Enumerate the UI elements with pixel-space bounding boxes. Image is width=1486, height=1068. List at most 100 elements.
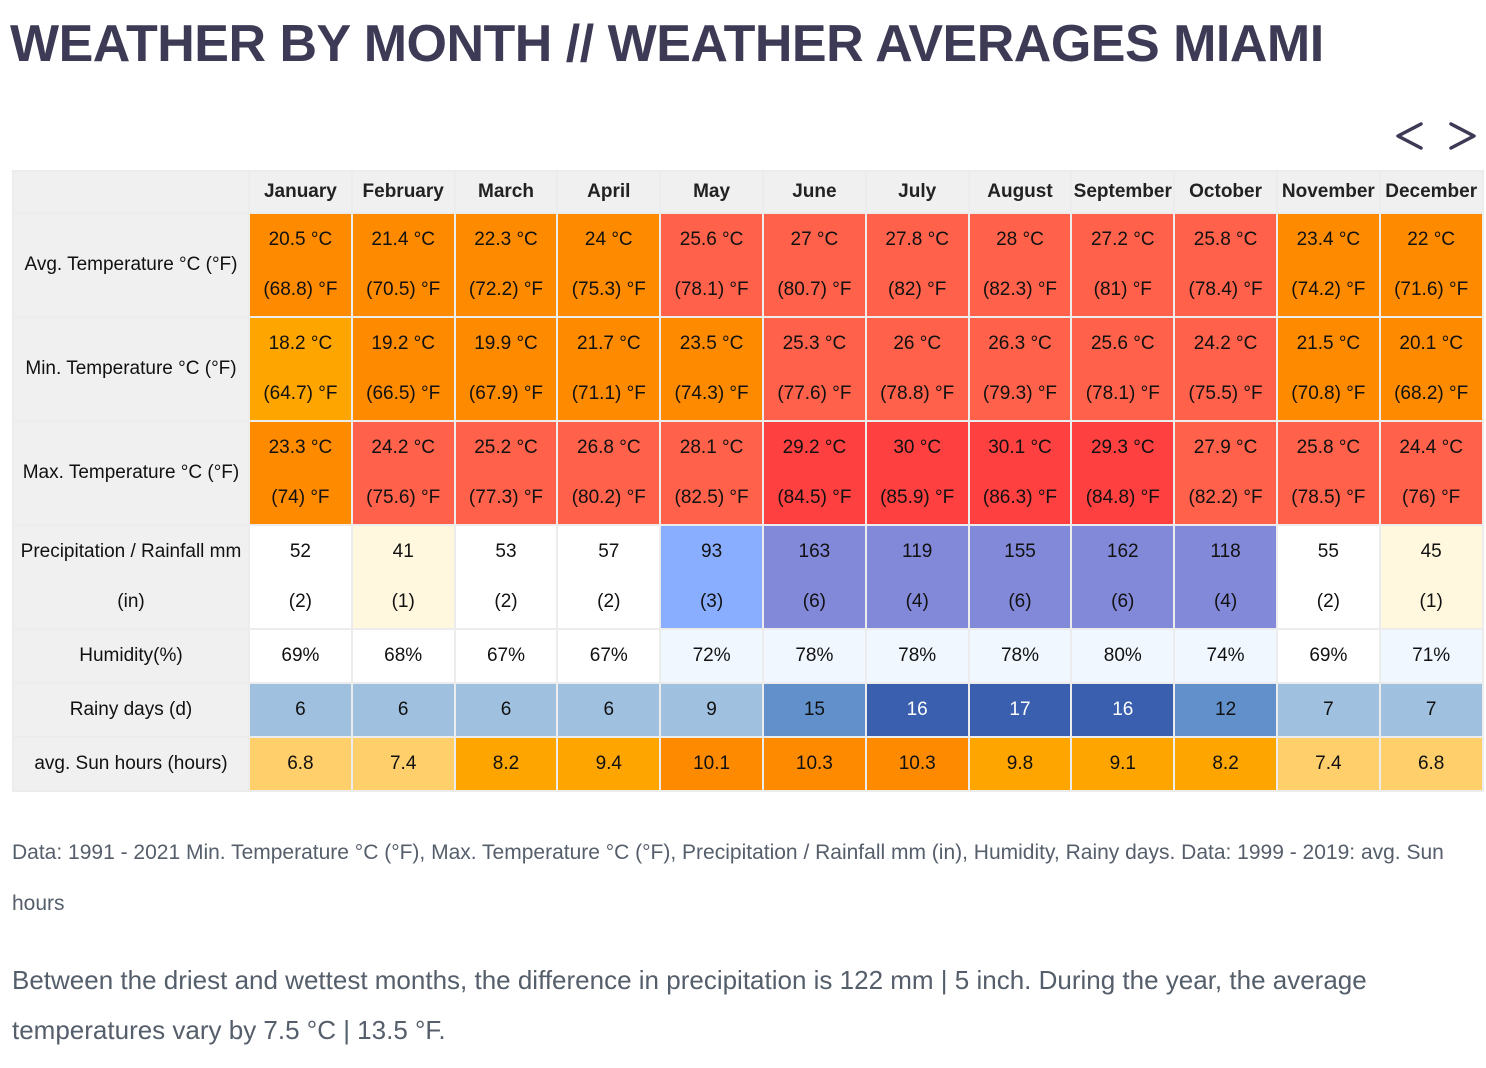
table-cell: 71% [1378,628,1484,684]
cell-value-secondary: (4) [1213,591,1238,612]
cell-value: 10.3 [898,753,936,774]
table-cell: 16 [864,682,970,738]
cell-value: 71% [1412,645,1451,666]
table-cell: 16 [1070,682,1176,738]
cell-value: 27.9 °C [1193,437,1258,458]
cell-value-secondary: (4) [905,591,929,612]
row-label: Humidity(%) [12,628,250,684]
table-cell: 74% [1173,628,1278,684]
cell-value: 8.2 [1212,753,1239,774]
cell-value-secondary: (72.2) °F [468,279,544,300]
cell-value-secondary: (78.5) °F [1291,487,1366,508]
table-cell: 27.9 °C (82.2) °F [1173,420,1278,526]
weather-table: January February March April May June July Augu… [12,170,1484,792]
table-cell: 21.5 °C (70.8) °F [1275,316,1381,422]
table-cell: 20.1 °C (68.2) °F [1378,316,1484,422]
cell-value-secondary: (85.9) °F [880,487,955,508]
cell-value-secondary: (86.3) °F [982,487,1058,508]
cell-value-secondary: (74) °F [271,487,330,508]
cell-value-secondary: (78.4) °F [1188,279,1263,300]
table-cell: 10.3 [864,736,970,792]
cell-value-secondary: (1) [1419,591,1443,612]
table-cell: 67% [453,628,559,684]
table-row-rainy-days: Rainy days (d) 6 6 6 6 9 15 16 17 16 12 7 7 [12,682,1484,738]
cell-value-secondary: (2) [494,591,518,612]
cell-value: 16 [906,699,928,720]
cell-value: 67% [486,645,525,666]
table-row-min-temp: Min. Temperature °C (°F) 18.2 °C (64.7) °F… [12,316,1484,422]
cell-value: 9.1 [1109,753,1136,774]
month-header-september: September [1070,170,1176,214]
table-cell: 68% [350,628,456,684]
cell-value: 67% [589,645,628,666]
table-cell: 25.6 °C (78.1) °F [1070,316,1176,422]
table-cell: 29.3 °C (84.8) °F [1070,420,1176,526]
cell-value: 27 °C [790,229,839,250]
row-label: Rainy days (d) [12,682,250,738]
cell-value: 27.2 °C [1090,229,1155,250]
next-button[interactable] [1440,110,1486,162]
table-cell: 25.8 °C (78.5) °F [1275,420,1381,526]
cell-value: 25.8 °C [1193,229,1258,250]
table-cell: 6 [556,682,662,738]
cell-value-secondary: (78.1) °F [674,279,749,300]
cell-value: 163 [798,541,831,562]
table-cell: 78% [761,628,867,684]
cell-value: 21.4 °C [371,229,435,250]
cell-value: 55 [1317,541,1339,562]
table-cell: 26.8 °C (80.2) °F [556,420,662,526]
table-cell: 24 °C (75.3) °F [556,212,662,318]
table-row-precip: Precipitation / Rainfall mm (in) 52 (2) 41 (… [12,524,1484,630]
table-row-avg-temp: Avg. Temperature °C (°F) 20.5 °C (68.8) °F… [12,212,1484,318]
table-cell: 26 °C (78.8) °F [864,316,970,422]
cell-value: 6.8 [1417,753,1445,774]
corner-cell [12,170,250,214]
cell-value: 78% [1000,645,1039,666]
chevron-right-icon [1449,122,1476,150]
table-cell: 41 (1) [350,524,456,630]
row-label: Max. Temperature °C (°F) [12,420,250,526]
table-cell: 27.2 °C (81) °F [1070,212,1176,318]
cell-value: 16 [1112,699,1134,720]
table-cell: 23.4 °C (74.2) °F [1275,212,1381,318]
cell-value: 25.3 °C [782,333,847,354]
cell-value: 9 [706,699,717,720]
cell-value-secondary: (2) [1316,591,1340,612]
page-title: WEATHER BY MONTH // WEATHER AVERAGES MIA… [10,15,1324,73]
table-cell: 24.4 °C (76) °F [1378,420,1484,526]
table-cell: 9.8 [967,736,1073,792]
cell-value-secondary: (76) °F [1402,487,1461,508]
cell-value: 26.8 °C [577,437,641,458]
table-cell: 7 [1378,682,1484,738]
table-cell: 78% [967,628,1073,684]
prev-button[interactable] [1386,110,1432,162]
cell-value: 19.2 °C [371,333,435,354]
cell-value: 53 [495,541,517,562]
table-cell: 22.3 °C (72.2) °F [453,212,559,318]
cell-value: 23.5 °C [679,333,744,354]
cell-value: 78% [898,645,937,666]
cell-value-secondary: (71.6) °F [1394,279,1469,300]
cell-value-secondary: (79.3) °F [982,383,1058,404]
cell-value-secondary: (71.1) °F [571,383,646,404]
month-header-july: July [864,170,970,214]
table-cell: 10.1 [659,736,764,792]
table-cell: 80% [1070,628,1176,684]
table-row-sun-hours: avg. Sun hours (hours) 6.8 7.4 8.2 9.4 10.1 10… [12,736,1484,792]
cell-value: 78% [795,645,834,666]
cell-value: 155 [1004,541,1036,562]
cell-value: 10.3 [795,753,833,774]
cell-value: 6 [500,699,512,720]
cell-value-secondary: (82.5) °F [674,487,749,508]
table-cell: 17 [967,682,1073,738]
table-cell: 78% [864,628,970,684]
table-cell: 6.8 [1378,736,1484,792]
table-cell: 21.4 °C (70.5) °F [350,212,456,318]
table-cell: 45 (1) [1378,524,1484,630]
data-source-note: Data: 1991 - 2021 Min. Temperature °C (°… [12,841,1444,915]
table-cell: 6.8 [248,736,353,792]
table-cell: 20.5 °C (68.8) °F [248,212,353,318]
cell-value: 29.3 °C [1090,437,1155,458]
table-cell: 57 (2) [556,524,662,630]
cell-value-secondary: (66.5) °F [366,383,441,404]
